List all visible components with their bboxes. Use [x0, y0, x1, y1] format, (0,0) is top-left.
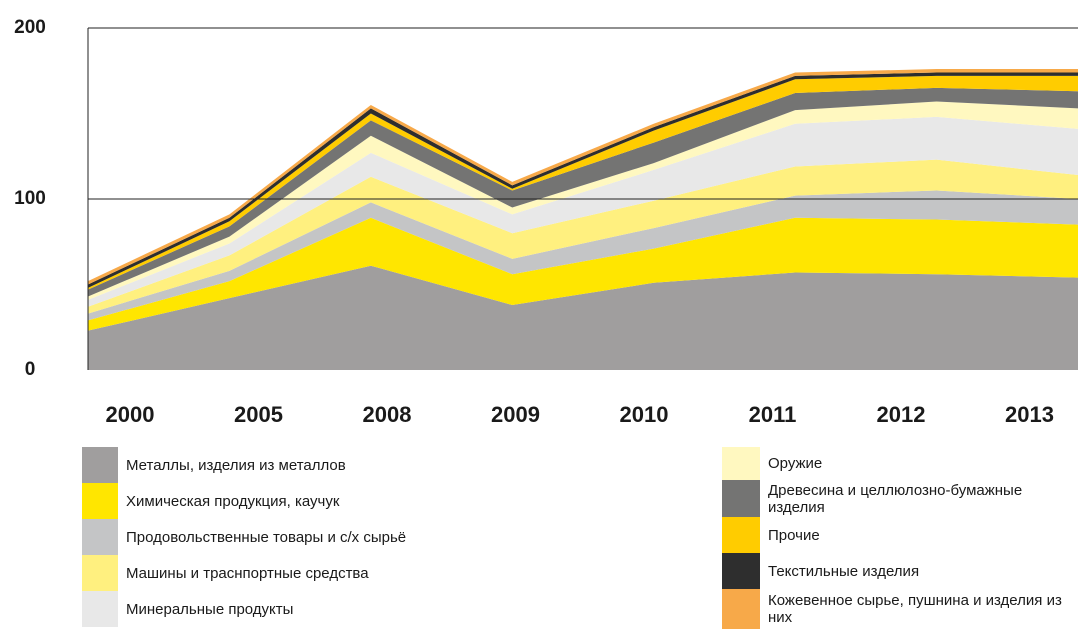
- legend-item: Оружие: [722, 447, 1080, 480]
- legend-label: Текстильные изделия: [768, 562, 920, 580]
- y-tick-label: 100: [14, 188, 46, 209]
- legend-swatch: [82, 555, 118, 591]
- legend-swatch: [722, 447, 760, 480]
- area: [88, 217, 1078, 331]
- x-tick-label: 2009: [491, 402, 540, 427]
- legend-item: Машины и траснпортные средства: [82, 555, 526, 591]
- x-tick-label: 2011: [749, 402, 797, 427]
- x-tick-label: 2013: [1005, 402, 1054, 427]
- plot: 0 100 200 2000 2005 2008 2009 2010 2011 2012 2013: [14, 17, 1078, 427]
- legend-swatch: [722, 480, 760, 517]
- x-tick-label: 2008: [363, 402, 412, 427]
- area: [88, 75, 1078, 290]
- x-tick-label: 2005: [234, 402, 283, 427]
- legend-item: Химическая продукция, каучук: [82, 483, 526, 519]
- legend-swatch: [82, 591, 118, 627]
- legend-label: Оружие: [768, 455, 823, 472]
- legend-item: Минеральные продукты: [82, 591, 526, 627]
- legend-swatch: [82, 447, 118, 483]
- legend-label: Продовольственные товары и с/х сырьё: [126, 528, 407, 546]
- legend-swatch: [722, 553, 760, 589]
- area: [88, 190, 1078, 321]
- legend-swatch: [722, 517, 760, 553]
- legend-swatch: [722, 589, 760, 629]
- y-tick-label: 200: [14, 17, 46, 38]
- legend-item: Древесина и целлюлозно-бумажные изделия: [722, 480, 1080, 517]
- legend-label: Кожевенное сырье, пушнина и изделия из н…: [768, 592, 1062, 626]
- legend-label: Металлы, изделия из металлов: [126, 456, 346, 474]
- legend-item: Металлы, изделия из металлов: [82, 447, 426, 483]
- area: [88, 101, 1078, 300]
- legend-label: Машины и траснпортные средства: [126, 564, 369, 582]
- legend-item: Текстильные изделия: [722, 553, 1080, 589]
- area: [88, 116, 1078, 307]
- legend-label: Древесина и целлюлозно-бумажные изделия: [768, 481, 1023, 516]
- area: [88, 159, 1078, 314]
- area: [88, 265, 1078, 370]
- legend-label: Минеральные продукты: [126, 600, 294, 618]
- legend-item: Продовольственные товары и с/х сырьё: [82, 519, 526, 555]
- area: [88, 87, 1078, 297]
- legend-label: Химическая продукция, каучук: [126, 492, 340, 510]
- legend-item: Прочие: [722, 517, 1080, 553]
- legend-item: Кожевенное сырье, пушнина и изделия из н…: [722, 589, 1080, 629]
- legend-label: Прочие: [768, 526, 820, 544]
- y-tick-label: 0: [25, 359, 36, 380]
- x-tick-label: 2012: [877, 402, 926, 427]
- legend-swatch: [82, 483, 118, 519]
- x-tick-label: 2010: [620, 402, 669, 427]
- x-tick-label: 2000: [106, 402, 155, 427]
- legend-swatch: [82, 519, 118, 555]
